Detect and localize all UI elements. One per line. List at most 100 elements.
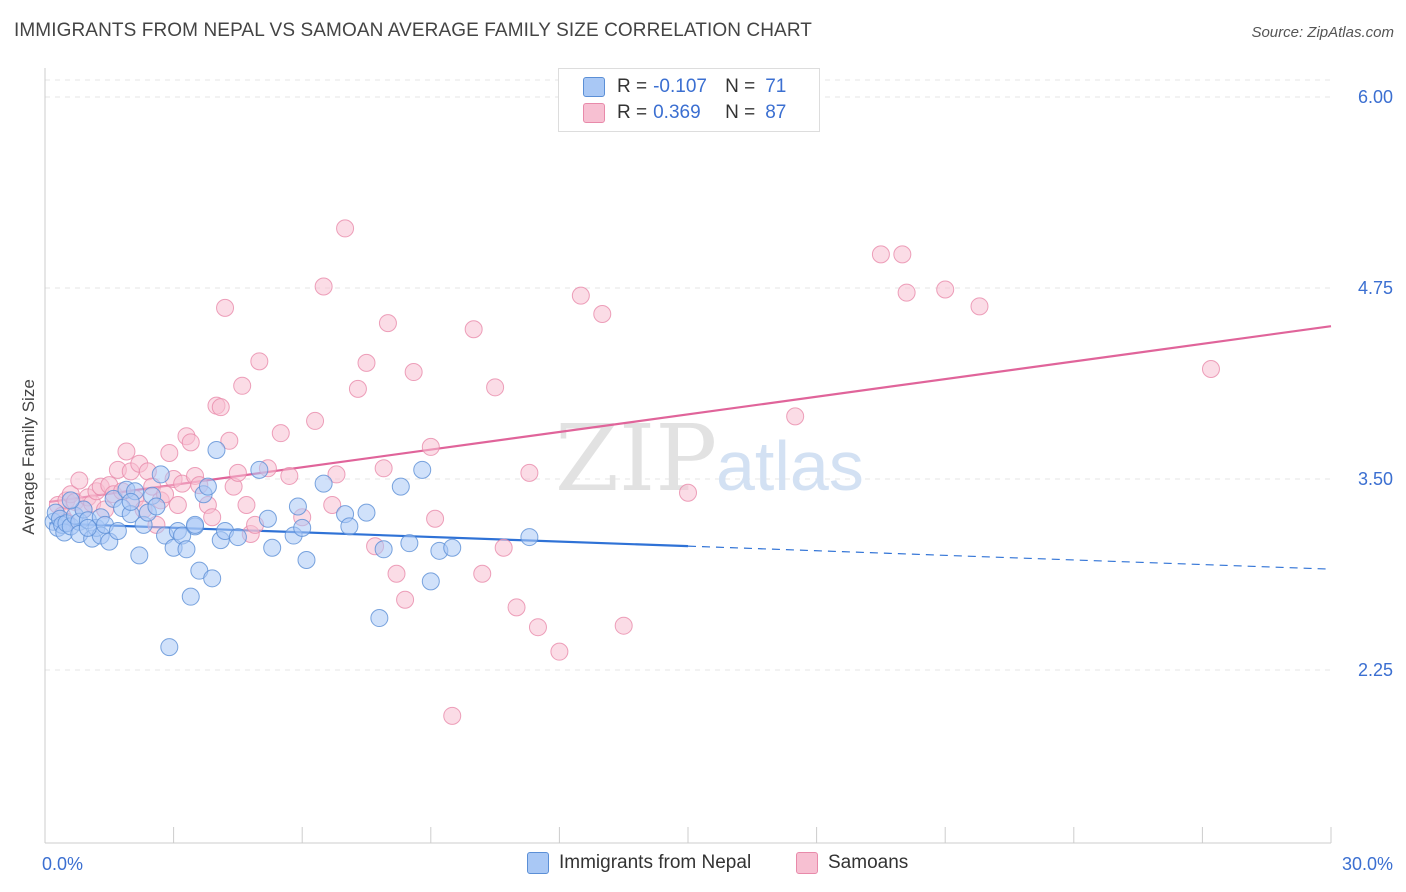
n-value-samoans: 87 — [765, 102, 787, 123]
samoan-point — [336, 219, 355, 238]
samoan-point — [528, 618, 547, 637]
chart-title: IMMIGRANTS FROM NEPAL VS SAMOAN AVERAGE … — [14, 20, 812, 41]
samoan-point — [1201, 359, 1220, 378]
nepal-point — [421, 572, 440, 591]
legend-row-samoans: R = 0.369 N = 87 — [583, 101, 786, 125]
samoan-point — [404, 363, 423, 382]
samoan-point — [216, 298, 235, 317]
samoan-point — [374, 459, 393, 478]
r-label: R = — [617, 76, 648, 97]
nepal-point — [288, 497, 307, 516]
samoan-point — [443, 706, 462, 725]
samoan-point — [464, 320, 483, 339]
samoan-point — [507, 598, 526, 617]
nepal-point — [147, 497, 166, 516]
samoan-point — [571, 286, 590, 305]
samoan-point — [323, 495, 342, 514]
legend-row-nepal: R = -0.107 N = 71 — [583, 75, 786, 99]
y-tick-label: 3.50 — [1358, 469, 1393, 489]
nepal-point — [78, 518, 97, 537]
legend-item-nepal[interactable]: Immigrants from Nepal — [527, 852, 751, 874]
nepal-point — [207, 440, 226, 459]
nepal-point — [400, 534, 419, 553]
samoan-point — [550, 642, 569, 661]
nepal-point — [293, 518, 312, 537]
nepal-point — [297, 550, 316, 569]
legend-label-nepal: Immigrants from Nepal — [559, 852, 752, 873]
nepal-trend-extension — [687, 545, 1332, 570]
nepal-point — [151, 465, 170, 484]
samoan-point — [348, 379, 367, 398]
samoan-point — [473, 564, 492, 583]
samoan-point — [494, 538, 513, 557]
samoan-point — [679, 483, 697, 502]
n-label: N = — [725, 76, 756, 97]
y-tick-label: 6.00 — [1358, 87, 1393, 107]
nepal-point — [250, 460, 269, 479]
source-label: Source: ZipAtlas.com — [1251, 24, 1394, 41]
nepal-point — [374, 540, 393, 559]
nepal-point — [258, 509, 277, 528]
samoan-point — [936, 280, 955, 299]
samoan-point — [378, 314, 397, 333]
x-tick-labels: 0.0% 30.0% — [42, 854, 1393, 874]
y-axis-label: Average Family Size — [19, 379, 38, 535]
nepal-point — [357, 503, 376, 522]
nepal-point — [61, 491, 80, 510]
y-tick-labels: 2.25 3.50 4.75 6.00 — [1358, 87, 1393, 680]
samoan-point — [871, 245, 890, 264]
nepal-point — [443, 538, 462, 557]
correlation-legend: R = -0.107 N = 71 R = 0.369 N = 87 — [558, 68, 820, 132]
nepal-point — [228, 528, 247, 547]
samoans-legend-swatch — [796, 852, 818, 874]
samoan-point — [237, 495, 256, 514]
samoan-point — [181, 433, 200, 452]
grid-lines — [45, 79, 1331, 671]
series-legend: Immigrants from Nepal Samoans — [0, 852, 1406, 878]
nepal-point — [370, 609, 389, 628]
y-tick-label: 2.25 — [1358, 660, 1393, 680]
x-tick-label: 30.0% — [1342, 854, 1393, 874]
nepal-point — [413, 460, 432, 479]
nepal-point — [203, 569, 222, 588]
data-points — [44, 219, 1220, 725]
samoan-point — [117, 442, 136, 461]
nepal-point — [160, 638, 179, 657]
x-tick-label: 0.0% — [42, 854, 83, 874]
samoan-point — [220, 431, 239, 450]
nepal-point — [391, 477, 410, 496]
samoan-point — [211, 398, 230, 417]
nepal-point — [121, 492, 140, 511]
nepal-point — [198, 477, 217, 496]
n-value-nepal: 71 — [765, 76, 787, 97]
samoan-point — [520, 463, 539, 482]
nepal-point — [340, 517, 359, 536]
samoan-point — [786, 407, 805, 426]
samoan-point — [327, 465, 346, 484]
nepal-point — [130, 546, 149, 565]
nepal-point — [186, 515, 205, 534]
samoan-point — [160, 444, 179, 463]
y-tick-label: 4.75 — [1358, 278, 1393, 298]
r-value-nepal: -0.107 — [653, 76, 707, 97]
samoan-point — [70, 471, 89, 490]
n-label: N = — [725, 102, 756, 123]
legend-item-samoans[interactable]: Samoans — [796, 852, 908, 874]
nepal-point — [520, 528, 539, 547]
nepal-legend-swatch — [527, 852, 549, 874]
watermark-atlas: atlas — [716, 427, 864, 505]
samoan-point — [250, 352, 269, 371]
nepal-point — [177, 540, 196, 559]
samoan-point — [306, 411, 325, 430]
samoan-point — [314, 277, 333, 296]
samoan-point — [593, 304, 612, 323]
nepal-point — [263, 538, 282, 557]
r-label: R = — [617, 102, 648, 123]
nepal-point — [181, 587, 200, 606]
samoan-point — [421, 437, 440, 456]
samoan-point — [970, 297, 989, 316]
samoan-point — [486, 378, 505, 397]
samoan-point — [203, 508, 222, 527]
nepal-point — [314, 474, 333, 493]
